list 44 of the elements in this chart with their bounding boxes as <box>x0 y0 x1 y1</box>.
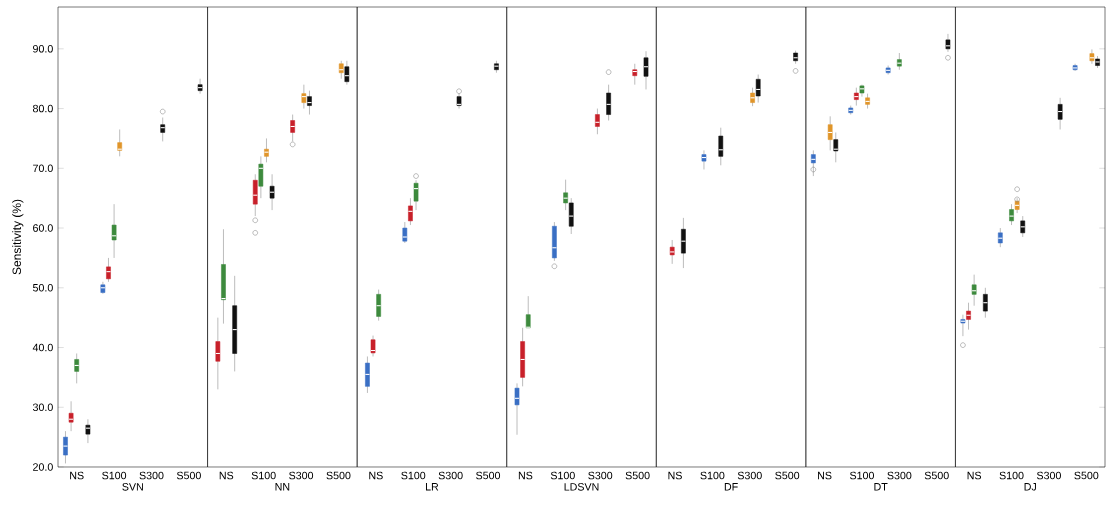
x-tick-label: S500 <box>1074 471 1099 480</box>
x-axis-title: SVN <box>122 483 143 491</box>
x-tick-label: S500 <box>924 471 949 480</box>
x-tick-label: S300 <box>588 471 613 480</box>
y-tick-label: 90.0 <box>33 45 53 53</box>
y-tick-label: 30.0 <box>32 403 53 412</box>
x-tick-label: S100 <box>102 471 127 480</box>
x-tick-label: S100 <box>849 471 874 480</box>
x-tick-label: S100 <box>251 471 276 480</box>
y-axis-title: Sensitivity (%) <box>12 199 24 275</box>
x-axis-title: NN <box>275 483 290 491</box>
x-tick-label: NS <box>369 471 383 480</box>
x-tick-label: S100 <box>550 471 575 480</box>
y-tick-label: 60.0 <box>33 224 53 232</box>
x-tick-label: S100 <box>700 471 725 480</box>
y-tick-label: 80.0 <box>32 104 53 113</box>
x-tick-label: S500 <box>176 471 201 480</box>
x-tick-label: NS <box>818 471 832 480</box>
x-tick-label: S300 <box>139 471 164 480</box>
y-tick-label: 70.0 <box>33 164 53 173</box>
x-axis-title: DF <box>724 483 738 491</box>
y-tick-label: 50.0 <box>32 284 53 292</box>
x-tick-label: NS <box>70 471 84 480</box>
x-axis-title: DJ <box>1024 483 1036 491</box>
x-tick-label: S100 <box>999 471 1024 480</box>
x-tick-label: S300 <box>887 471 912 480</box>
x-tick-label: S100 <box>401 471 426 480</box>
y-tick-label: 20.0 <box>33 463 53 471</box>
x-tick-label: NS <box>967 471 982 480</box>
x-tick-label: S500 <box>775 471 800 480</box>
x-axis-title: LDSVN <box>564 483 599 491</box>
x-tick-label: S300 <box>289 471 314 480</box>
x-tick-label: S300 <box>1036 471 1061 480</box>
x-tick-label: S500 <box>476 471 501 480</box>
x-tick-label: NS <box>518 471 533 480</box>
x-tick-label: NS <box>219 471 234 480</box>
x-tick-label: S500 <box>625 471 650 480</box>
x-tick-label: S300 <box>737 471 762 480</box>
y-tick-label: 40.0 <box>32 343 53 352</box>
x-axis-title: LR <box>425 483 439 491</box>
x-tick-label: S500 <box>326 471 351 480</box>
x-axis-title: DT <box>874 483 888 491</box>
x-tick-label: S300 <box>438 471 463 480</box>
x-tick-label: NS <box>668 471 682 480</box>
